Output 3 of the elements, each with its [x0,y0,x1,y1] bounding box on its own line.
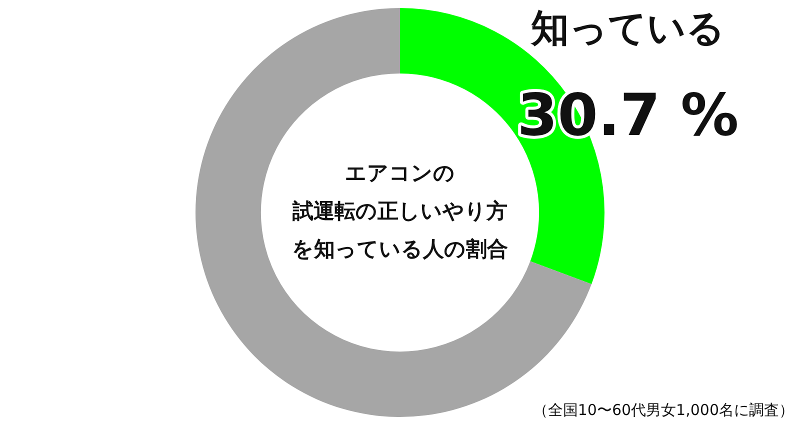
slice-label: 知っている [530,6,725,50]
text: （全国10〜60代男女1,000名に調査） [532,401,794,419]
text: エアコンの試運転の正しいやり方を知っている人の割合 [292,160,508,261]
